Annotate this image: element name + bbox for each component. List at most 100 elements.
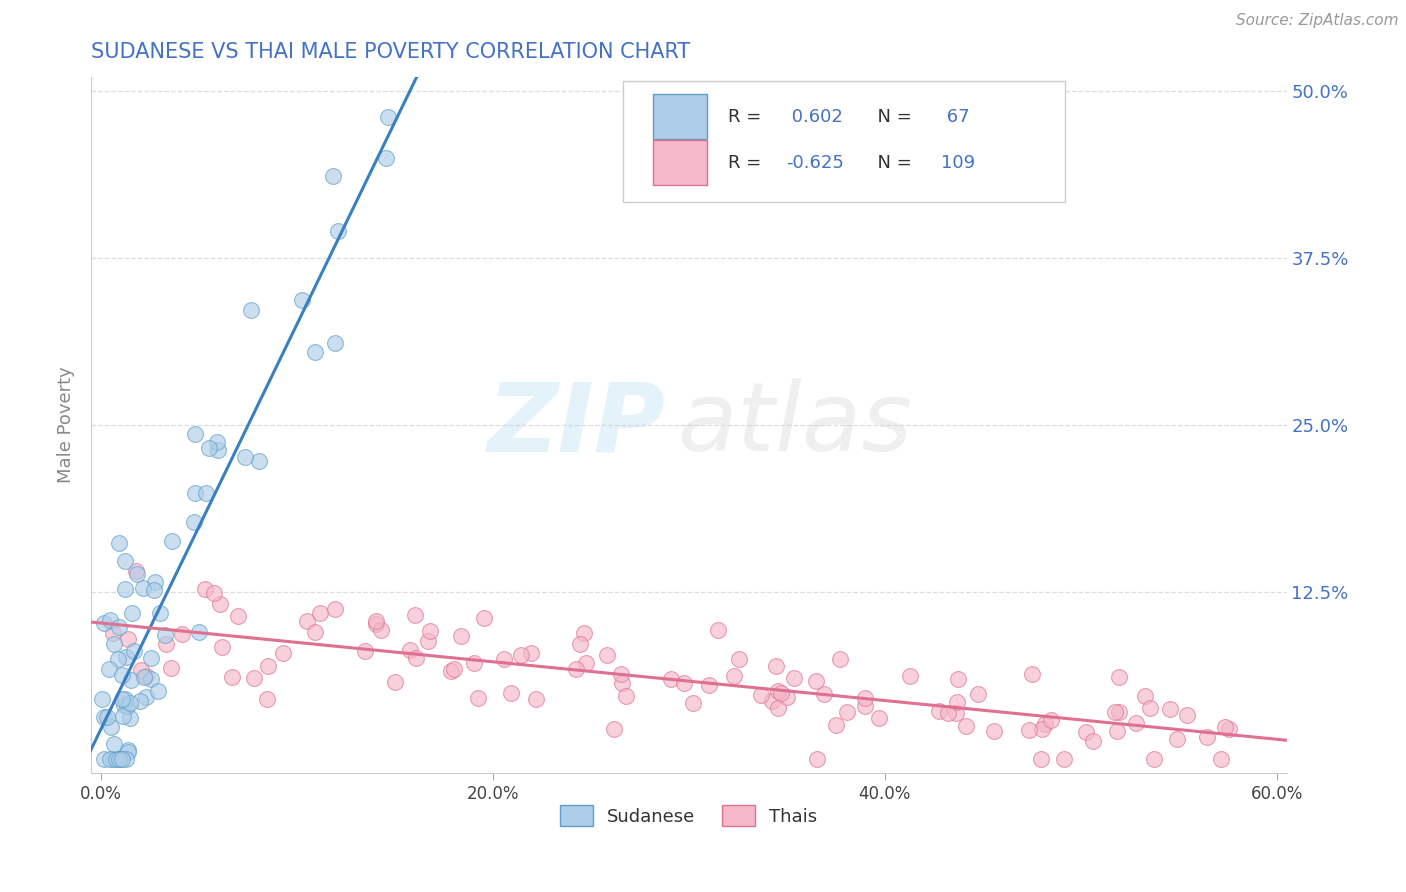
Point xyxy=(1213,720,1236,734)
Point xyxy=(728,652,751,666)
Point xyxy=(114,554,136,568)
Point xyxy=(111,752,134,766)
Point xyxy=(160,660,183,674)
Point xyxy=(205,434,228,449)
Legend: Sudanese, Thais: Sudanese, Thais xyxy=(553,798,825,833)
Point xyxy=(828,652,851,666)
Point xyxy=(107,619,129,633)
Point xyxy=(93,710,115,724)
Point xyxy=(271,647,294,661)
Point xyxy=(575,657,598,671)
FancyBboxPatch shape xyxy=(652,95,707,139)
Point xyxy=(129,694,152,708)
Point xyxy=(723,669,745,683)
Point xyxy=(955,718,977,732)
Text: ZIP: ZIP xyxy=(486,378,665,472)
Text: N =: N = xyxy=(866,108,917,126)
Point xyxy=(188,624,211,639)
Point xyxy=(96,710,118,724)
Point xyxy=(134,690,156,705)
Point xyxy=(565,661,588,675)
Point xyxy=(520,646,543,660)
Point xyxy=(697,678,720,692)
Point xyxy=(806,752,828,766)
Point xyxy=(162,534,184,549)
Text: SUDANESE VS THAI MALE POVERTY CORRELATION CHART: SUDANESE VS THAI MALE POVERTY CORRELATIO… xyxy=(91,42,690,62)
Point xyxy=(111,668,134,682)
Text: atlas: atlas xyxy=(676,378,912,472)
Point xyxy=(101,626,124,640)
Point xyxy=(124,565,146,579)
Point xyxy=(118,696,141,710)
Point xyxy=(1166,732,1188,747)
Point xyxy=(472,611,495,625)
Point xyxy=(568,636,591,650)
Point xyxy=(510,648,533,662)
Point xyxy=(749,688,772,702)
Point xyxy=(103,637,125,651)
Point xyxy=(325,336,347,351)
Point xyxy=(1031,752,1053,766)
Point xyxy=(769,686,792,700)
Point xyxy=(467,691,489,706)
Y-axis label: Male Poverty: Male Poverty xyxy=(58,367,75,483)
Point xyxy=(125,566,148,581)
Point xyxy=(194,485,217,500)
Point xyxy=(706,623,728,637)
Point xyxy=(325,602,347,616)
Point xyxy=(761,693,783,707)
Point xyxy=(776,690,799,704)
Point xyxy=(249,454,271,468)
Point xyxy=(104,752,127,766)
Point xyxy=(1052,752,1074,766)
Point xyxy=(524,692,547,706)
Text: -0.625: -0.625 xyxy=(786,153,844,172)
Point xyxy=(835,705,858,719)
Point xyxy=(211,640,233,655)
Point xyxy=(419,624,441,639)
Point xyxy=(682,697,704,711)
Point xyxy=(404,607,426,622)
Point xyxy=(112,698,135,713)
Point xyxy=(98,613,121,627)
Point xyxy=(184,427,207,442)
Point xyxy=(377,111,399,125)
Point xyxy=(354,644,377,658)
Point xyxy=(572,626,595,640)
Point xyxy=(855,699,877,714)
FancyBboxPatch shape xyxy=(652,140,707,186)
Point xyxy=(463,657,485,671)
Point xyxy=(295,614,318,628)
Text: 67: 67 xyxy=(941,108,970,126)
Point xyxy=(440,664,463,678)
Point xyxy=(98,752,121,766)
Point xyxy=(1125,716,1147,731)
Point xyxy=(117,632,139,647)
Point xyxy=(765,659,787,673)
Point xyxy=(610,666,633,681)
Point xyxy=(1021,667,1043,681)
Point xyxy=(243,671,266,685)
Point xyxy=(492,651,515,665)
Point xyxy=(221,670,243,684)
Point xyxy=(1175,708,1198,723)
Point xyxy=(141,672,163,686)
Point xyxy=(121,607,143,621)
Point xyxy=(115,752,138,766)
Point xyxy=(148,684,170,698)
Point xyxy=(114,650,136,665)
Point xyxy=(1107,723,1129,738)
Point xyxy=(239,303,262,318)
Point xyxy=(768,684,790,698)
Point xyxy=(304,344,326,359)
Point xyxy=(114,582,136,596)
Point xyxy=(1159,702,1181,716)
Point xyxy=(936,706,959,721)
Point xyxy=(91,691,114,706)
Point xyxy=(326,224,349,238)
Point xyxy=(375,151,398,165)
Point xyxy=(499,686,522,700)
Point xyxy=(114,691,136,706)
Point xyxy=(208,597,231,611)
Point xyxy=(108,536,131,550)
